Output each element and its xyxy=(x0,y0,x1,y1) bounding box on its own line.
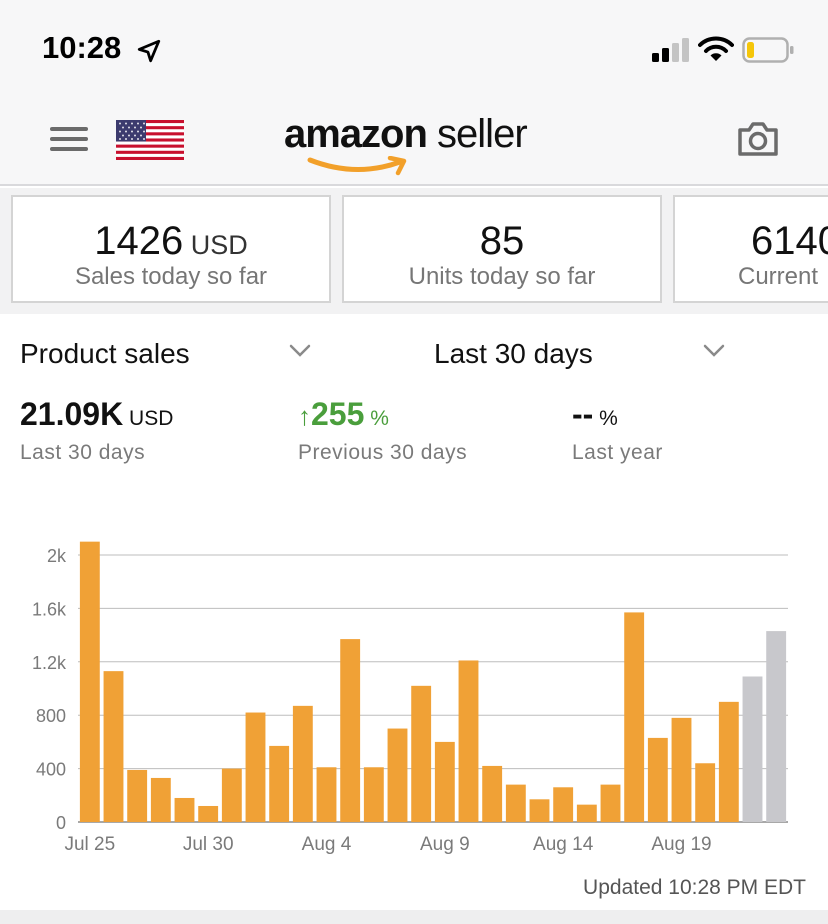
x-tick-label: Aug 14 xyxy=(533,834,594,855)
sales-bar xyxy=(221,768,242,822)
y-tick-label: 800 xyxy=(36,706,66,726)
app-header: amazon seller xyxy=(0,96,828,186)
x-tick-label: Aug 19 xyxy=(651,834,711,855)
camera-icon[interactable] xyxy=(736,120,780,158)
sales-bar xyxy=(718,701,739,822)
logo-word-seller: seller xyxy=(426,112,528,156)
change-label: Previous 30 days xyxy=(298,441,468,464)
bottom-divider xyxy=(0,910,828,924)
sales-bar xyxy=(269,745,290,822)
chart-selectors: Product sales Last 30 days xyxy=(0,330,828,386)
battery-low-icon xyxy=(742,37,794,63)
sales-bar xyxy=(316,767,337,822)
y-tick-label: 2k xyxy=(47,546,67,566)
sales-bar xyxy=(695,763,716,822)
logo-word-amazon: amazon xyxy=(284,112,428,156)
y-tick-label: 1.2k xyxy=(32,653,67,673)
units-today-card[interactable]: 85 Units today so far xyxy=(342,195,662,303)
total-sales-label: Last 30 days xyxy=(20,441,146,464)
status-bar: 10:28 xyxy=(0,0,828,96)
current-label: Current xyxy=(738,263,819,290)
sales-bar xyxy=(411,685,432,822)
sales-bar xyxy=(553,787,574,822)
units-today-value: 85 xyxy=(479,219,525,263)
sales-bar xyxy=(624,612,645,822)
metric-dropdown[interactable]: Product sales xyxy=(20,338,190,369)
us-flag-icon[interactable] xyxy=(116,120,184,160)
updated-timestamp: Updated 10:28 PM EDT xyxy=(583,876,806,899)
sales-bar xyxy=(150,777,171,822)
sales-bar xyxy=(363,767,384,822)
sales-today-card[interactable]: 1426 USD Sales today so far xyxy=(11,195,331,303)
yoy-unit: % xyxy=(593,407,618,430)
change-value: 255 xyxy=(311,396,365,432)
sales-bar xyxy=(292,705,313,822)
location-arrow-icon xyxy=(137,39,161,63)
y-tick-label: 0 xyxy=(56,813,66,833)
sales-bar xyxy=(529,799,550,822)
sales-bar xyxy=(576,804,597,822)
sales-today-value: 1426 xyxy=(94,219,184,263)
sales-bar xyxy=(174,797,195,822)
sales-bar xyxy=(505,784,526,822)
current-card[interactable]: 6140 Current xyxy=(673,195,828,303)
sales-bar xyxy=(434,741,455,822)
hamburger-menu-icon[interactable] xyxy=(50,124,90,152)
sales-bar xyxy=(198,805,219,822)
yoy-label: Last year xyxy=(572,441,663,464)
total-sales-unit: USD xyxy=(123,407,174,430)
wifi-icon xyxy=(698,36,734,61)
up-arrow-icon: ↑ xyxy=(298,401,311,431)
units-today-label: Units today so far xyxy=(408,263,596,290)
sales-bar xyxy=(340,639,361,822)
status-time: 10:28 xyxy=(42,30,122,65)
sales-today-label: Sales today so far xyxy=(74,263,268,290)
current-value: 6140 xyxy=(751,219,828,263)
sales-bar xyxy=(671,717,692,822)
product-sales-bar-chart: 0 400 800 1.2k 1.6k 2k Jul 25 Jul 30 Aug 4 Aug 9 A… xyxy=(32,541,788,855)
sales-bar xyxy=(387,728,408,822)
y-tick-label: 1.6k xyxy=(32,599,67,619)
x-tick-label: Aug 4 xyxy=(302,834,352,855)
change-unit: % xyxy=(364,407,389,430)
x-tick-label: Jul 30 xyxy=(183,834,234,855)
sales-bar xyxy=(127,769,148,822)
x-tick-label: Aug 9 xyxy=(420,834,470,855)
sales-bar xyxy=(79,541,100,822)
sales-bar xyxy=(766,631,787,822)
y-tick-label: 400 xyxy=(36,760,66,780)
total-sales-value: 21.09K xyxy=(20,396,124,432)
amazon-smile-icon xyxy=(307,156,407,176)
sales-bar xyxy=(600,784,621,822)
date-range-dropdown[interactable]: Last 30 days xyxy=(434,338,593,369)
sales-today-unit: USD xyxy=(183,230,248,260)
yoy-value: -- xyxy=(572,396,594,432)
cellular-signal-icon xyxy=(652,38,689,62)
sales-bar xyxy=(458,660,479,822)
sales-bar xyxy=(742,676,763,822)
x-tick-label: Jul 25 xyxy=(64,834,115,855)
summary-cards: 1426 USD Sales today so far 85 Units tod… xyxy=(0,188,828,314)
amazon-seller-logo: amazon seller xyxy=(284,112,546,176)
yoy-metric: -- % Last year xyxy=(572,396,663,465)
change-metric: ↑255 % Previous 30 days xyxy=(298,396,467,465)
total-sales-metric: 21.09K USD Last 30 days xyxy=(20,396,173,465)
sales-bar xyxy=(482,765,503,822)
sales-bar xyxy=(647,737,668,822)
sales-bar xyxy=(103,671,124,822)
sales-bar xyxy=(245,712,266,822)
chevron-down-icon[interactable] xyxy=(289,344,311,358)
chevron-down-icon[interactable] xyxy=(703,344,725,358)
